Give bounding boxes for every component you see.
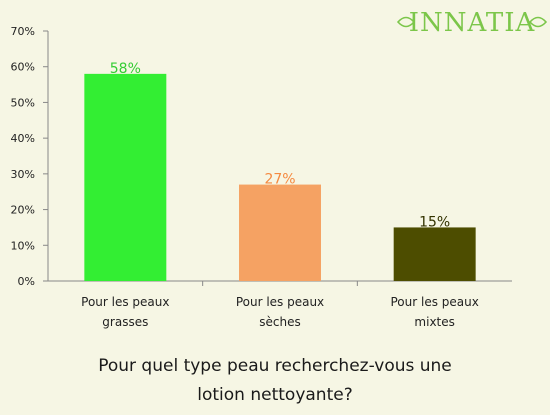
x-category-label: Pour les peaux (81, 295, 169, 309)
y-tick-label: 30% (11, 168, 35, 181)
x-category-label: mixtes (414, 315, 454, 329)
question-line-2: lotion nettoyante? (197, 385, 353, 405)
leaf-left-icon (396, 16, 416, 28)
x-category-label: Pour les peaux (390, 295, 478, 309)
x-category-label: sèches (259, 315, 300, 329)
innatia-logo: INNATIA (396, 8, 548, 38)
x-category-label: grasses (102, 315, 148, 329)
y-tick-label: 20% (11, 204, 35, 217)
y-tick-label: 40% (11, 132, 35, 145)
brand-wordmark: INNATIA (409, 8, 536, 38)
y-tick-label: 70% (11, 25, 35, 38)
x-category-label: Pour les peaux (236, 295, 324, 309)
question-line-1: Pour quel type peau recherchez-vous une (98, 356, 452, 376)
y-tick-label: 10% (11, 239, 35, 252)
bar (84, 73, 167, 281)
bar-value-label: 27% (264, 172, 295, 188)
leaf-right-icon (528, 16, 548, 28)
bar (239, 184, 321, 281)
bar (393, 227, 476, 281)
bar-chart: 0% 10% 20% 30% 40% 50% 60% 70% 58% Pour les peaux… (11, 25, 512, 329)
y-tick-label: 50% (11, 96, 35, 109)
bar-value-label: 58% (110, 61, 141, 77)
y-tick-label: 0% (18, 275, 35, 288)
question-caption: Pour quel type peau recherchez-vous une … (0, 352, 550, 410)
y-tick-label: 60% (11, 61, 35, 74)
bar-value-label: 15% (419, 214, 450, 230)
